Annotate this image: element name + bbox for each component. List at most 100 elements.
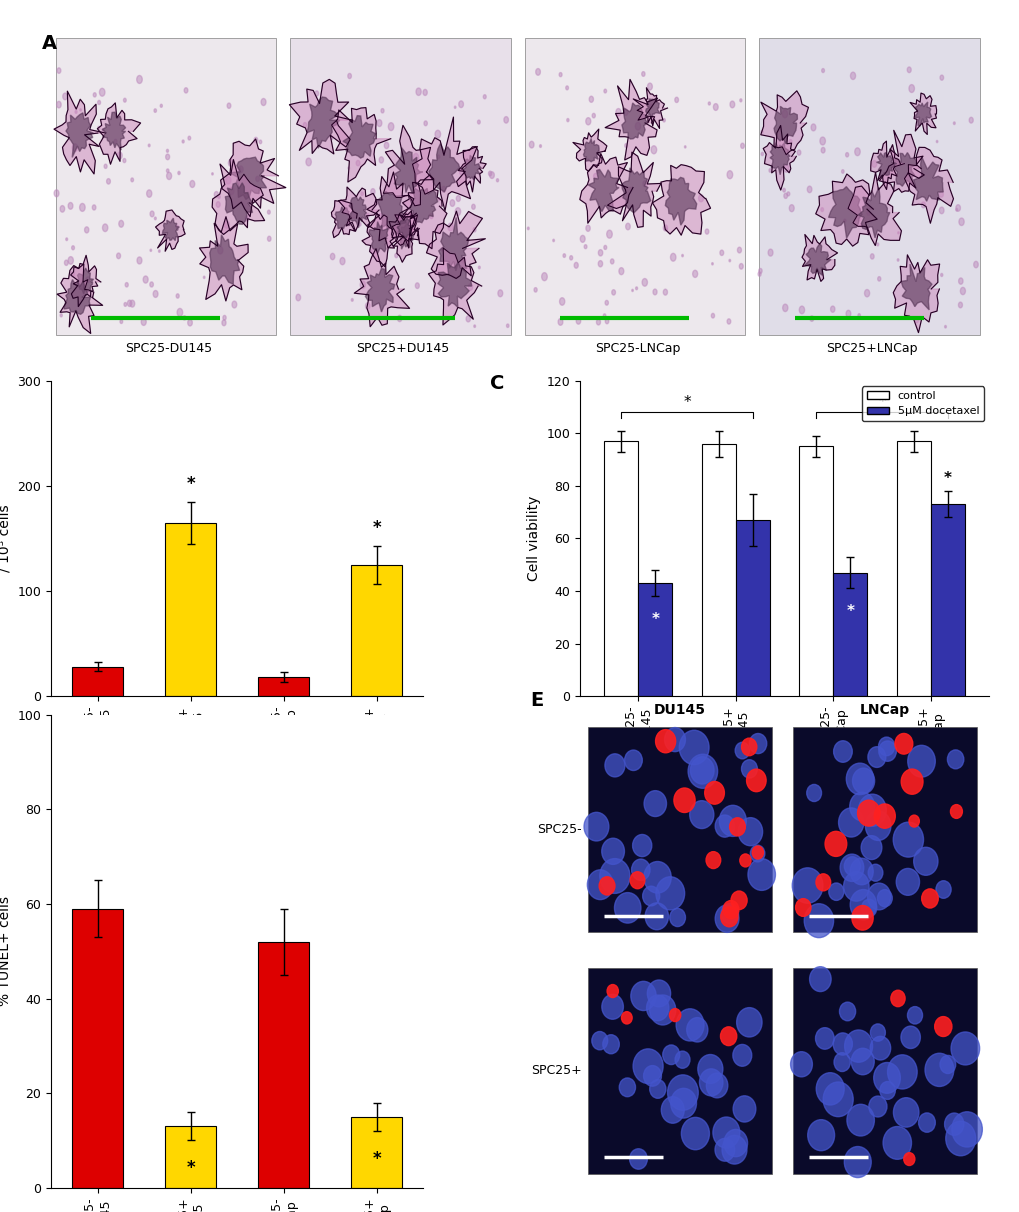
Circle shape (650, 145, 656, 154)
Circle shape (675, 1051, 689, 1068)
Circle shape (767, 250, 772, 256)
Text: C: C (489, 375, 503, 394)
Polygon shape (909, 93, 935, 135)
Circle shape (440, 248, 442, 251)
Circle shape (867, 747, 884, 767)
Bar (930, 504, 964, 696)
Circle shape (236, 167, 240, 173)
Circle shape (655, 730, 675, 753)
Circle shape (665, 228, 666, 230)
Circle shape (736, 1007, 761, 1037)
Circle shape (483, 95, 486, 99)
Circle shape (604, 319, 608, 324)
Polygon shape (331, 200, 357, 238)
Circle shape (807, 1120, 834, 1150)
Circle shape (833, 741, 852, 762)
Circle shape (460, 170, 464, 176)
Circle shape (784, 193, 787, 199)
Circle shape (782, 110, 787, 118)
Circle shape (757, 271, 760, 276)
Circle shape (735, 742, 749, 759)
Polygon shape (412, 118, 477, 211)
Circle shape (347, 74, 352, 79)
Circle shape (839, 1002, 855, 1021)
Polygon shape (365, 269, 394, 311)
Circle shape (539, 144, 541, 148)
Circle shape (599, 858, 630, 893)
Circle shape (93, 93, 96, 97)
Circle shape (619, 1077, 635, 1097)
Polygon shape (894, 153, 915, 187)
FancyBboxPatch shape (56, 38, 276, 335)
Circle shape (739, 854, 750, 867)
Bar (792, 727, 976, 932)
Circle shape (820, 148, 824, 153)
Polygon shape (396, 223, 413, 250)
Circle shape (176, 225, 178, 228)
Circle shape (177, 171, 180, 175)
Polygon shape (607, 153, 660, 228)
Polygon shape (914, 102, 930, 126)
Circle shape (797, 150, 800, 155)
Circle shape (245, 216, 249, 221)
Circle shape (632, 835, 651, 857)
Circle shape (662, 1045, 679, 1064)
Circle shape (497, 290, 502, 297)
Circle shape (630, 982, 655, 1011)
Circle shape (534, 287, 537, 292)
Circle shape (760, 131, 762, 133)
Circle shape (951, 1111, 981, 1147)
Circle shape (642, 886, 659, 905)
Circle shape (918, 1113, 934, 1132)
Circle shape (190, 181, 195, 188)
Circle shape (394, 253, 397, 258)
Circle shape (598, 876, 614, 894)
Circle shape (466, 315, 470, 322)
Circle shape (330, 136, 332, 139)
Circle shape (806, 784, 820, 801)
Circle shape (675, 97, 678, 103)
Circle shape (843, 219, 845, 222)
Circle shape (720, 903, 738, 924)
Polygon shape (437, 262, 471, 308)
Text: *: * (651, 612, 658, 627)
Polygon shape (804, 244, 830, 275)
Polygon shape (97, 103, 141, 164)
Circle shape (631, 859, 649, 880)
Circle shape (751, 846, 763, 859)
Circle shape (790, 1052, 811, 1076)
Circle shape (598, 261, 602, 267)
Circle shape (824, 831, 846, 857)
Polygon shape (645, 99, 659, 118)
Circle shape (598, 250, 602, 256)
Circle shape (815, 1073, 844, 1105)
Circle shape (727, 319, 730, 324)
Circle shape (935, 881, 950, 898)
Polygon shape (622, 168, 650, 213)
Circle shape (649, 995, 676, 1025)
Circle shape (381, 109, 383, 113)
Circle shape (655, 876, 684, 910)
Bar (258, 678, 309, 696)
Circle shape (79, 204, 85, 211)
Circle shape (646, 995, 668, 1021)
Circle shape (869, 1024, 884, 1041)
Circle shape (851, 1048, 873, 1075)
Circle shape (606, 984, 618, 997)
Circle shape (624, 750, 642, 771)
Circle shape (810, 124, 815, 131)
Text: SPC25+LNCap: SPC25+LNCap (825, 342, 917, 355)
Circle shape (958, 278, 962, 285)
Text: *: * (372, 1150, 381, 1168)
Circle shape (649, 104, 652, 108)
Circle shape (893, 822, 922, 857)
Circle shape (217, 246, 223, 255)
Circle shape (296, 295, 301, 301)
Bar (351, 565, 403, 696)
Circle shape (114, 139, 117, 143)
Circle shape (203, 276, 205, 279)
Circle shape (478, 267, 480, 269)
Circle shape (871, 160, 875, 167)
Circle shape (453, 107, 455, 108)
Circle shape (950, 805, 962, 818)
